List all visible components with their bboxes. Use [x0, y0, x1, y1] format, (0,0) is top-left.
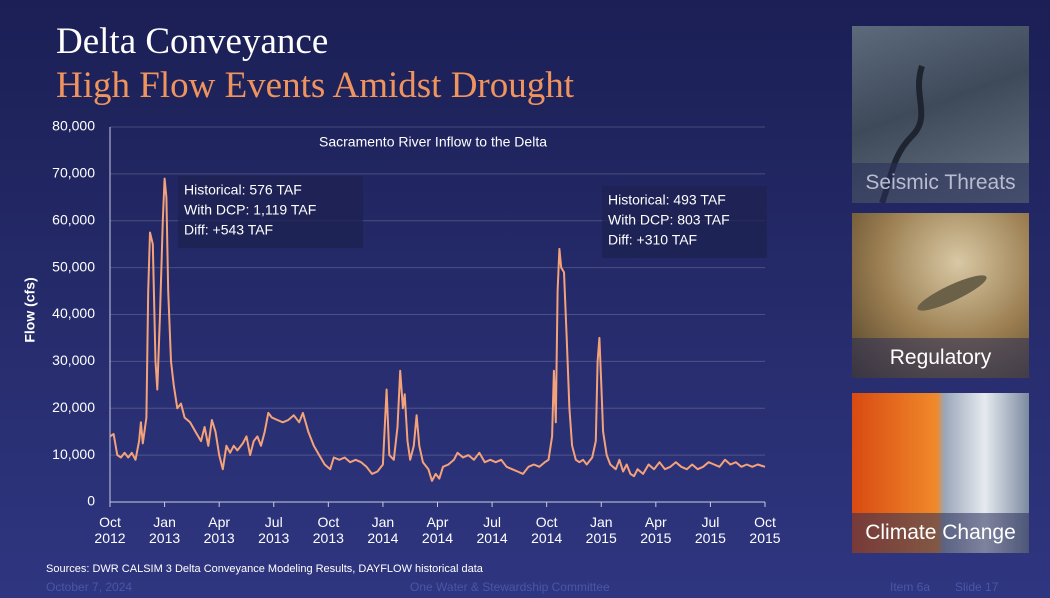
x-tick-label: Jan 2014 — [363, 514, 403, 546]
y-tick-label: 50,000 — [52, 258, 95, 274]
annotation-text: Diff: +310 TAF — [608, 232, 697, 248]
footer-slide: Slide 17 — [955, 580, 998, 594]
x-tick-label: Jan 2013 — [145, 514, 185, 546]
y-tick-label: 30,000 — [52, 352, 95, 368]
slide: Delta Conveyance High Flow Events Amidst… — [0, 0, 1050, 598]
panel-climate: Climate Change — [852, 393, 1029, 553]
y-tick-label: 40,000 — [52, 305, 95, 321]
x-tick-label: Jul 2015 — [690, 514, 730, 546]
x-tick-label: Oct 2013 — [308, 514, 348, 546]
y-tick-label: 0 — [87, 493, 95, 509]
footer-item: Item 6a — [890, 580, 930, 594]
chart-title: Sacramento River Inflow to the Delta — [319, 134, 547, 150]
x-tick-label: Oct 2012 — [90, 514, 130, 546]
x-tick-label: Apr 2014 — [418, 514, 458, 546]
chart: Sacramento River Inflow to the Delta Flow… — [0, 0, 800, 560]
annotation-text: Diff: +543 TAF — [184, 222, 273, 238]
y-tick-label: 10,000 — [52, 446, 95, 462]
y-axis-label: Flow (cfs) — [22, 277, 38, 342]
x-tick-label: Apr 2015 — [636, 514, 676, 546]
annotation-text: With DCP: 1,119 TAF — [184, 202, 316, 218]
y-tick-label: 20,000 — [52, 399, 95, 415]
panel-caption: Climate Change — [852, 513, 1029, 553]
panel-caption: Seismic Threats — [852, 163, 1029, 203]
y-tick-label: 80,000 — [52, 118, 95, 134]
x-tick-label: Jul 2014 — [472, 514, 512, 546]
annotation-text: With DCP: 803 TAF — [608, 212, 730, 228]
footer-date: October 7, 2024 — [46, 580, 132, 594]
footer-committee: One Water & Stewardship Committee — [410, 580, 610, 594]
x-tick-label: Oct 2015 — [745, 514, 785, 546]
x-tick-label: Oct 2014 — [527, 514, 567, 546]
source-note: Sources: DWR CALSIM 3 Delta Conveyance M… — [46, 563, 483, 575]
y-tick-label: 70,000 — [52, 165, 95, 181]
x-tick-label: Jul 2013 — [254, 514, 294, 546]
x-tick-label: Apr 2013 — [199, 514, 239, 546]
panel-seismic: Seismic Threats — [852, 26, 1029, 203]
x-tick-label: Jan 2015 — [581, 514, 621, 546]
annotation-text: Historical: 493 TAF — [608, 192, 726, 208]
panel-caption: Regulatory — [852, 338, 1029, 378]
annotation-text: Historical: 576 TAF — [184, 182, 302, 198]
y-tick-label: 60,000 — [52, 211, 95, 227]
panel-regulatory: Regulatory — [852, 213, 1029, 378]
